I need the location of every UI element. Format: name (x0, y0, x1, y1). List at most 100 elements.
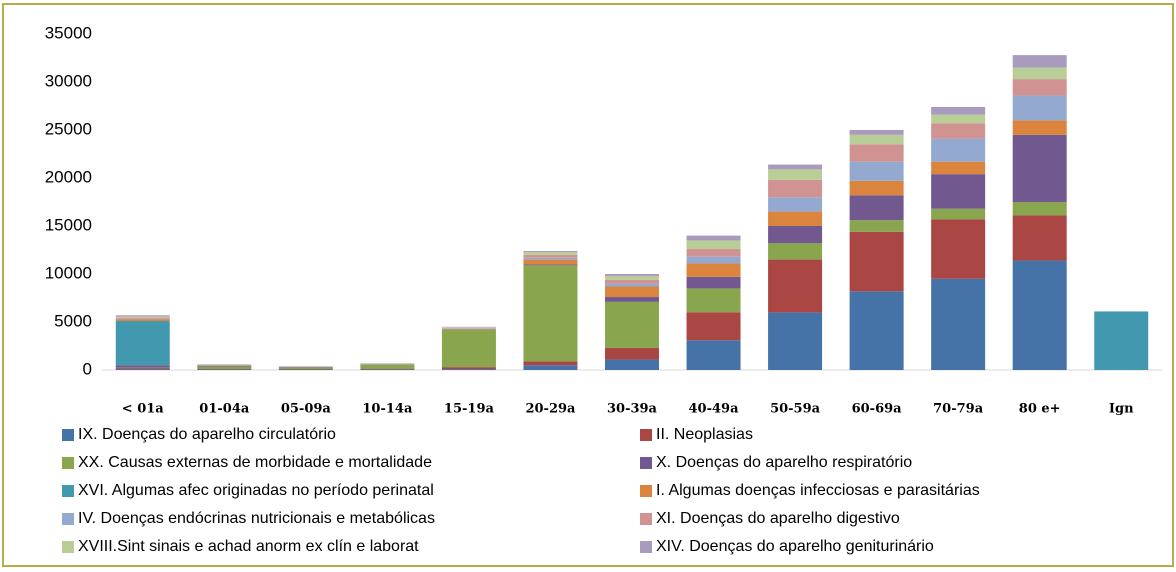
bar-segment (1013, 55, 1067, 67)
bar-segment (768, 212, 822, 226)
legend-label: IX. Doenças do aparelho circulatório (78, 426, 336, 443)
x-tick-label: 40-49a (689, 402, 740, 417)
bar-segment (1013, 202, 1067, 215)
bar-segment (605, 284, 659, 287)
bar-segment (768, 169, 822, 180)
x-tick-label: 10-14a (362, 402, 413, 417)
legend-swatch (62, 513, 74, 525)
bar-segment (687, 257, 741, 264)
bar-segment (931, 162, 985, 174)
bar-segment (768, 226, 822, 243)
bar-segment (605, 280, 659, 284)
bar-segment (523, 265, 577, 361)
bar-segment (1013, 135, 1067, 202)
bar-segment (442, 330, 496, 367)
legend-label: II. Neoplasias (656, 426, 753, 443)
bar-segment (1013, 215, 1067, 260)
y-tick-label: 15000 (45, 215, 92, 234)
bar-segment (687, 312, 741, 340)
y-tick-label: 10000 (45, 263, 92, 282)
y-tick-label: 35000 (45, 23, 92, 42)
bar-segment (1094, 311, 1148, 370)
bar-segment (116, 315, 170, 316)
bar-segment (768, 180, 822, 197)
bar-segment (442, 367, 496, 369)
bar-segment (605, 286, 659, 297)
bar-segment (687, 236, 741, 241)
bar-segment (687, 288, 741, 312)
x-tick-label: 80 e+ (1019, 402, 1061, 417)
bar-segment (768, 243, 822, 259)
legend-label: XIV. Doenças do aparelho geniturinário (656, 538, 934, 555)
bar-segment (523, 361, 577, 365)
x-tick-label: 50-59a (770, 402, 821, 417)
legend-swatch (640, 513, 652, 525)
legend-label: IV. Doenças endócrinas nutricionais e me… (78, 510, 435, 527)
x-tick-label: Ign (1109, 402, 1134, 417)
x-tick-label: 60-69a (852, 402, 903, 417)
bar-segment (523, 260, 577, 265)
bar-segment (687, 277, 741, 289)
bar-segment (605, 276, 659, 280)
bar-segment (687, 240, 741, 249)
bar-segment (442, 369, 496, 370)
bar-segment (116, 317, 170, 318)
bar-segment (850, 144, 904, 161)
bar-segment (931, 107, 985, 115)
x-tick-label: < 01a (122, 402, 165, 417)
bar-segment (931, 209, 985, 220)
bar-segment (850, 291, 904, 370)
legend-swatch (62, 485, 74, 497)
x-tick-label: 15-19a (444, 402, 495, 417)
bar-segment (850, 162, 904, 181)
bar-segment (279, 368, 333, 369)
legend-swatch (640, 485, 652, 497)
legend-label: X. Doenças do aparelho respiratório (656, 454, 912, 471)
bar-segment (768, 197, 822, 211)
bar-segment (1013, 120, 1067, 134)
legend-swatch (62, 541, 74, 553)
x-tick-label: 01-04a (199, 402, 250, 417)
bar-segment (931, 279, 985, 370)
legend-swatch (640, 541, 652, 553)
bar-segment (768, 312, 822, 370)
bar-segment (523, 258, 577, 260)
bar-segment (768, 165, 822, 170)
x-tick-label: 05-09a (281, 402, 332, 417)
bar-segment (931, 115, 985, 124)
y-tick-label: 5000 (54, 311, 92, 330)
legend-label: XI. Doenças do aparelho digestivo (656, 510, 900, 527)
bar-segment (116, 318, 170, 319)
bar-segment (605, 297, 659, 302)
bar-segment (605, 348, 659, 360)
bar-segment (1013, 68, 1067, 80)
y-tick-label: 20000 (45, 167, 92, 186)
bar-segment (605, 274, 659, 276)
bar-segment (1013, 79, 1067, 95)
bar-segment (116, 369, 170, 370)
bar-segment (523, 252, 577, 255)
bar-segment (605, 302, 659, 348)
bar-segment (850, 220, 904, 232)
bar-segment (197, 367, 251, 369)
bar-segment (116, 321, 170, 365)
legend-swatch (640, 429, 652, 441)
bar-segment (850, 181, 904, 195)
bar-segment (931, 123, 985, 138)
legend-swatch (62, 457, 74, 469)
y-tick-label: 30000 (45, 71, 92, 90)
bar-segment (850, 135, 904, 145)
bar-segment (687, 249, 741, 257)
bar-segment (116, 368, 170, 369)
bar-segment (931, 219, 985, 279)
bar-segment (116, 319, 170, 321)
legend-label: I. Algumas doenças infecciosas e parasit… (656, 482, 980, 499)
bar-segment (1013, 261, 1067, 370)
bar-segment (768, 260, 822, 313)
bar-segment (1013, 95, 1067, 120)
x-tick-label: 30-39a (607, 402, 658, 417)
bar-segment (523, 365, 577, 370)
bar-segment (687, 340, 741, 370)
x-tick-label: 20-29a (525, 402, 576, 417)
